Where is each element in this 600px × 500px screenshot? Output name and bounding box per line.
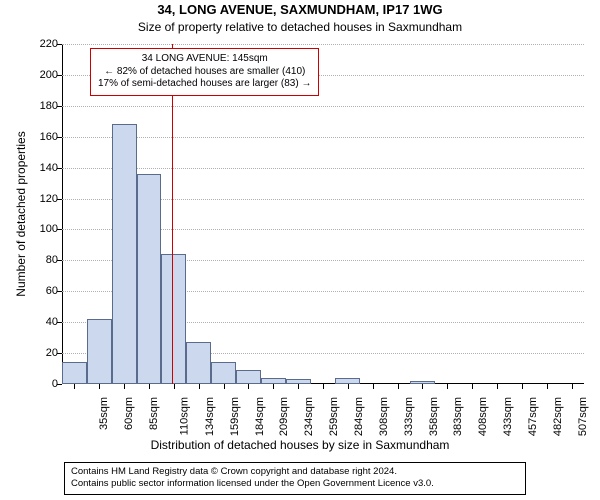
- x-tick-mark: [298, 384, 299, 389]
- x-tick-label: 507sqm: [577, 397, 589, 436]
- y-tick-label: 60: [2, 285, 58, 297]
- x-tick-label: 308sqm: [378, 397, 390, 436]
- x-tick-label: 284sqm: [353, 397, 365, 436]
- x-tick-label: 234sqm: [303, 397, 315, 436]
- histogram-bar: [236, 370, 261, 384]
- x-tick-label: 85sqm: [148, 397, 160, 430]
- histogram-bar: [161, 254, 186, 384]
- y-tick-label: 80: [2, 254, 58, 266]
- x-tick-mark: [447, 384, 448, 389]
- x-tick-mark: [149, 384, 150, 389]
- x-tick-label: 134sqm: [204, 397, 216, 436]
- x-tick-label: 408sqm: [477, 397, 489, 436]
- x-tick-mark: [398, 384, 399, 389]
- annotation-box: 34 LONG AVENUE: 145sqm ← 82% of detached…: [90, 48, 319, 96]
- x-tick-label: 457sqm: [527, 397, 539, 436]
- x-tick-label: 433sqm: [502, 397, 514, 436]
- y-tick-label: 20: [2, 347, 58, 359]
- y-tick-label: 120: [2, 193, 58, 205]
- x-tick-label: 184sqm: [254, 397, 266, 436]
- x-tick-mark: [348, 384, 349, 389]
- chart-subtitle: Size of property relative to detached ho…: [0, 20, 600, 34]
- histogram-bar: [112, 124, 137, 384]
- x-tick-mark: [373, 384, 374, 389]
- attribution-line-2: Contains public sector information licen…: [71, 478, 519, 490]
- x-tick-mark: [124, 384, 125, 389]
- x-tick-label: 383sqm: [453, 397, 465, 436]
- x-tick-mark: [472, 384, 473, 389]
- x-tick-mark: [497, 384, 498, 389]
- annotation-line-1: 34 LONG AVENUE: 145sqm: [98, 53, 311, 66]
- y-tick-label: 220: [2, 38, 58, 50]
- gridline-h: [62, 106, 584, 107]
- gridline-h: [62, 44, 584, 45]
- y-tick-labels: 020406080100120140160180200220: [0, 44, 62, 384]
- annotation-line-3: 17% of semi-detached houses are larger (…: [98, 78, 311, 91]
- y-axis-line: [62, 44, 63, 384]
- y-tick-label: 140: [2, 162, 58, 174]
- x-tick-mark: [522, 384, 523, 389]
- y-tick-label: 200: [2, 69, 58, 81]
- chart-title: 34, LONG AVENUE, SAXMUNDHAM, IP17 1WG: [0, 2, 600, 17]
- x-tick-mark: [572, 384, 573, 389]
- x-tick-mark: [174, 384, 175, 389]
- annotation-line-2: ← 82% of detached houses are smaller (41…: [98, 66, 311, 79]
- x-tick-mark: [547, 384, 548, 389]
- x-tick-mark: [273, 384, 274, 389]
- y-tick-label: 40: [2, 316, 58, 328]
- x-tick-mark: [422, 384, 423, 389]
- y-tick-label: 100: [2, 223, 58, 235]
- attribution-box: Contains HM Land Registry data © Crown c…: [64, 462, 526, 495]
- x-tick-label: 482sqm: [552, 397, 564, 436]
- x-axis-label: Distribution of detached houses by size …: [0, 438, 600, 452]
- attribution-line-1: Contains HM Land Registry data © Crown c…: [71, 466, 519, 478]
- x-tick-label: 35sqm: [98, 397, 110, 430]
- x-tick-label: 209sqm: [279, 397, 291, 436]
- chart-container: 34, LONG AVENUE, SAXMUNDHAM, IP17 1WG Si…: [0, 0, 600, 500]
- x-tick-mark: [99, 384, 100, 389]
- gridline-h: [62, 137, 584, 138]
- y-tick-label: 180: [2, 100, 58, 112]
- x-tick-label: 159sqm: [229, 397, 241, 436]
- gridline-h: [62, 168, 584, 169]
- x-tick-label: 259sqm: [328, 397, 340, 436]
- histogram-bar: [62, 362, 87, 384]
- x-tick-mark: [248, 384, 249, 389]
- histogram-bar: [137, 174, 162, 384]
- histogram-bar: [211, 362, 236, 384]
- x-tick-mark: [74, 384, 75, 389]
- y-tick-label: 0: [2, 378, 58, 390]
- x-tick-mark: [323, 384, 324, 389]
- x-tick-label: 333sqm: [403, 397, 415, 436]
- x-tick-label: 358sqm: [428, 397, 440, 436]
- x-tick-label: 110sqm: [178, 397, 190, 435]
- histogram-bar: [87, 319, 112, 384]
- y-tick-label: 160: [2, 131, 58, 143]
- x-tick-label: 60sqm: [123, 397, 135, 430]
- histogram-bar: [186, 342, 211, 384]
- x-tick-mark: [199, 384, 200, 389]
- x-tick-mark: [224, 384, 225, 389]
